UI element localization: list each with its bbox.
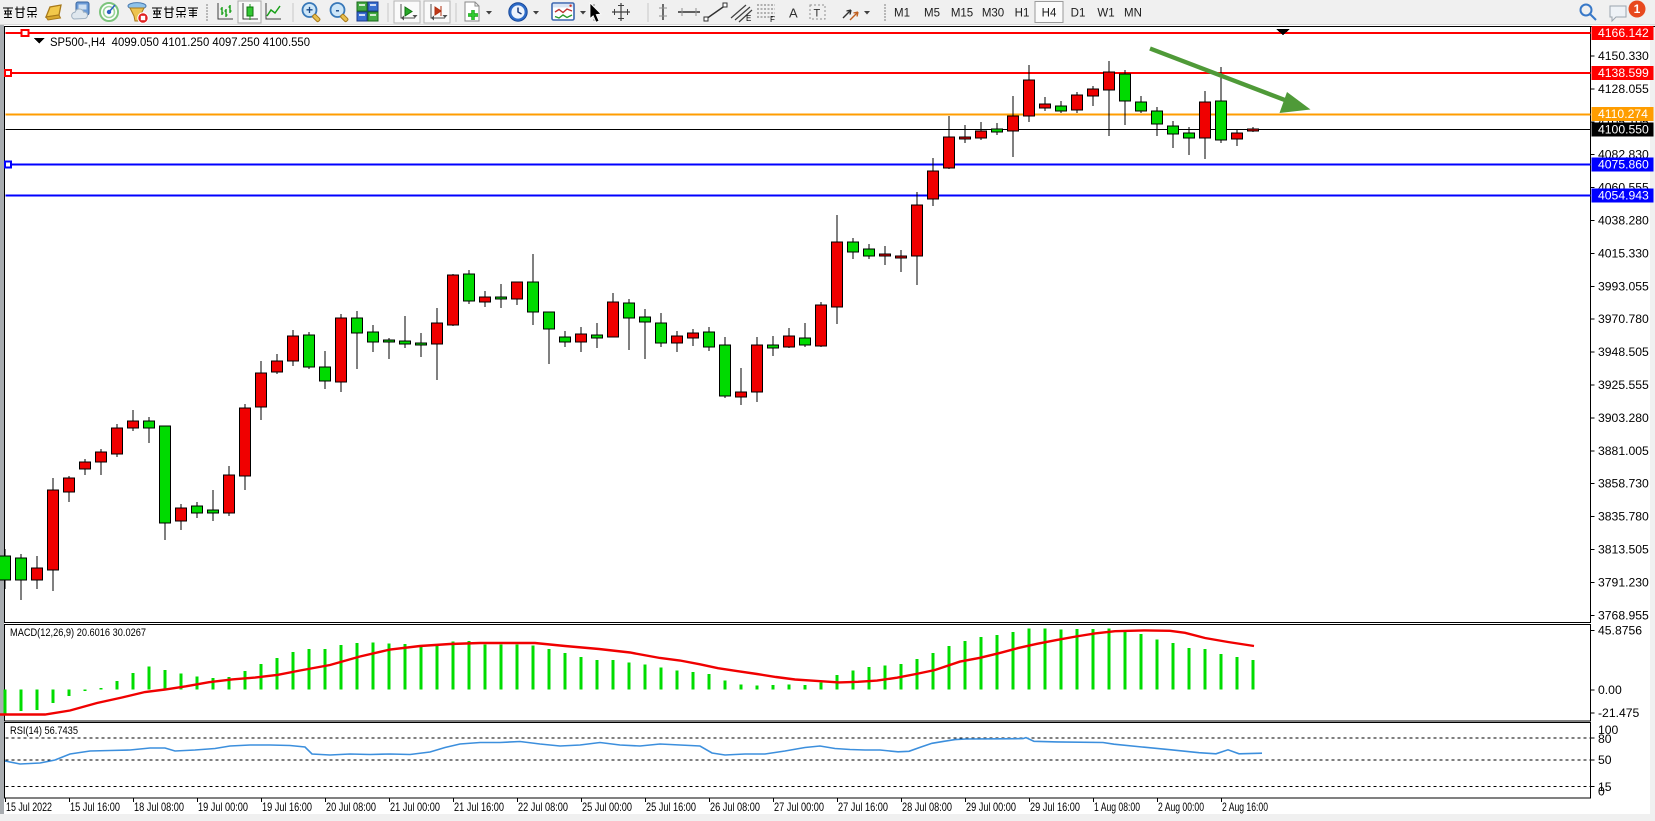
- svg-text:3813.505: 3813.505: [1598, 543, 1649, 557]
- svg-text:4166.142: 4166.142: [1598, 26, 1649, 40]
- svg-text:F: F: [770, 15, 775, 24]
- svg-text:29 Jul 00:00: 29 Jul 00:00: [966, 800, 1016, 814]
- svg-text:3858.730: 3858.730: [1598, 477, 1649, 491]
- svg-text:28 Jul 08:00: 28 Jul 08:00: [902, 800, 952, 814]
- svg-text:4075.860: 4075.860: [1598, 158, 1649, 172]
- svg-text:4054.943: 4054.943: [1598, 189, 1649, 203]
- svg-text:15 Jul 2022: 15 Jul 2022: [6, 800, 52, 814]
- svg-text:18 Jul 08:00: 18 Jul 08:00: [134, 800, 184, 814]
- svg-text:15 Jul 16:00: 15 Jul 16:00: [70, 800, 120, 814]
- svg-text:25 Jul 16:00: 25 Jul 16:00: [646, 800, 696, 814]
- svg-text:21 Jul 00:00: 21 Jul 00:00: [390, 800, 440, 814]
- svg-text:M5: M5: [924, 8, 940, 20]
- svg-text:21 Jul 16:00: 21 Jul 16:00: [454, 800, 504, 814]
- svg-text:4128.055: 4128.055: [1598, 82, 1649, 96]
- svg-text:1: 1: [1634, 2, 1641, 16]
- svg-text:3925.555: 3925.555: [1598, 378, 1649, 392]
- svg-text:20 Jul 08:00: 20 Jul 08:00: [326, 800, 376, 814]
- svg-text:3791.230: 3791.230: [1598, 575, 1649, 589]
- svg-text:3881.005: 3881.005: [1598, 444, 1649, 458]
- svg-text:3768.955: 3768.955: [1598, 608, 1649, 622]
- svg-text:4100.550: 4100.550: [1598, 123, 1649, 137]
- svg-text:3903.280: 3903.280: [1598, 411, 1649, 425]
- svg-text:4150.330: 4150.330: [1598, 49, 1649, 63]
- svg-text:E: E: [746, 14, 751, 23]
- svg-text:M15: M15: [951, 8, 973, 20]
- svg-text:4110.274: 4110.274: [1598, 107, 1648, 121]
- svg-text:A: A: [789, 6, 798, 21]
- svg-text:M30: M30: [982, 8, 1004, 20]
- svg-text:T: T: [814, 8, 821, 20]
- svg-text:27 Jul 00:00: 27 Jul 00:00: [774, 800, 824, 814]
- svg-text:19 Jul 00:00: 19 Jul 00:00: [198, 800, 248, 814]
- svg-text:45.8756: 45.8756: [1598, 624, 1642, 638]
- svg-text:4138.599: 4138.599: [1598, 66, 1649, 80]
- svg-text:D1: D1: [1071, 8, 1086, 20]
- svg-text:4015.330: 4015.330: [1598, 246, 1649, 260]
- svg-text:SP500-,H4 4099.050 4101.250 4: SP500-,H4 4099.050 4101.250 4097.250 410…: [50, 37, 310, 49]
- svg-text:4038.280: 4038.280: [1598, 214, 1649, 228]
- svg-text:19 Jul 16:00: 19 Jul 16:00: [262, 800, 312, 814]
- svg-text:-: -: [336, 3, 340, 17]
- svg-text:27 Jul 16:00: 27 Jul 16:00: [838, 800, 888, 814]
- svg-text:15: 15: [1598, 780, 1612, 794]
- svg-text:3948.505: 3948.505: [1598, 345, 1649, 359]
- svg-text:2 Aug 00:00: 2 Aug 00:00: [1158, 800, 1204, 814]
- svg-text:22 Jul 08:00: 22 Jul 08:00: [518, 800, 568, 814]
- svg-text:H1: H1: [1015, 8, 1030, 20]
- svg-text:3970.780: 3970.780: [1598, 312, 1649, 326]
- svg-text:RSI(14) 56.7435: RSI(14) 56.7435: [10, 725, 78, 737]
- svg-text:1 Aug 08:00: 1 Aug 08:00: [1094, 800, 1140, 814]
- svg-text:29 Jul 16:00: 29 Jul 16:00: [1030, 800, 1080, 814]
- svg-text:100: 100: [1598, 723, 1619, 737]
- svg-text:-21.475: -21.475: [1598, 706, 1640, 720]
- svg-text:W1: W1: [1097, 8, 1114, 20]
- svg-text:3835.780: 3835.780: [1598, 510, 1649, 524]
- svg-text:H4: H4: [1042, 8, 1057, 20]
- svg-text:50: 50: [1598, 753, 1612, 767]
- svg-text:26 Jul 08:00: 26 Jul 08:00: [710, 800, 760, 814]
- svg-text:0: 0: [1598, 785, 1605, 799]
- svg-text:M1: M1: [894, 8, 910, 20]
- svg-text:2 Aug 16:00: 2 Aug 16:00: [1222, 800, 1268, 814]
- svg-text:80: 80: [1598, 732, 1612, 746]
- svg-text:0.00: 0.00: [1598, 683, 1622, 697]
- svg-text:MACD(12,26,9) 20.6016 30.0267: MACD(12,26,9) 20.6016 30.0267: [10, 627, 146, 639]
- svg-text:+: +: [306, 3, 313, 17]
- svg-text:25 Jul 00:00: 25 Jul 00:00: [582, 800, 632, 814]
- svg-text:MN: MN: [1124, 8, 1142, 20]
- svg-text:3993.055: 3993.055: [1598, 279, 1649, 293]
